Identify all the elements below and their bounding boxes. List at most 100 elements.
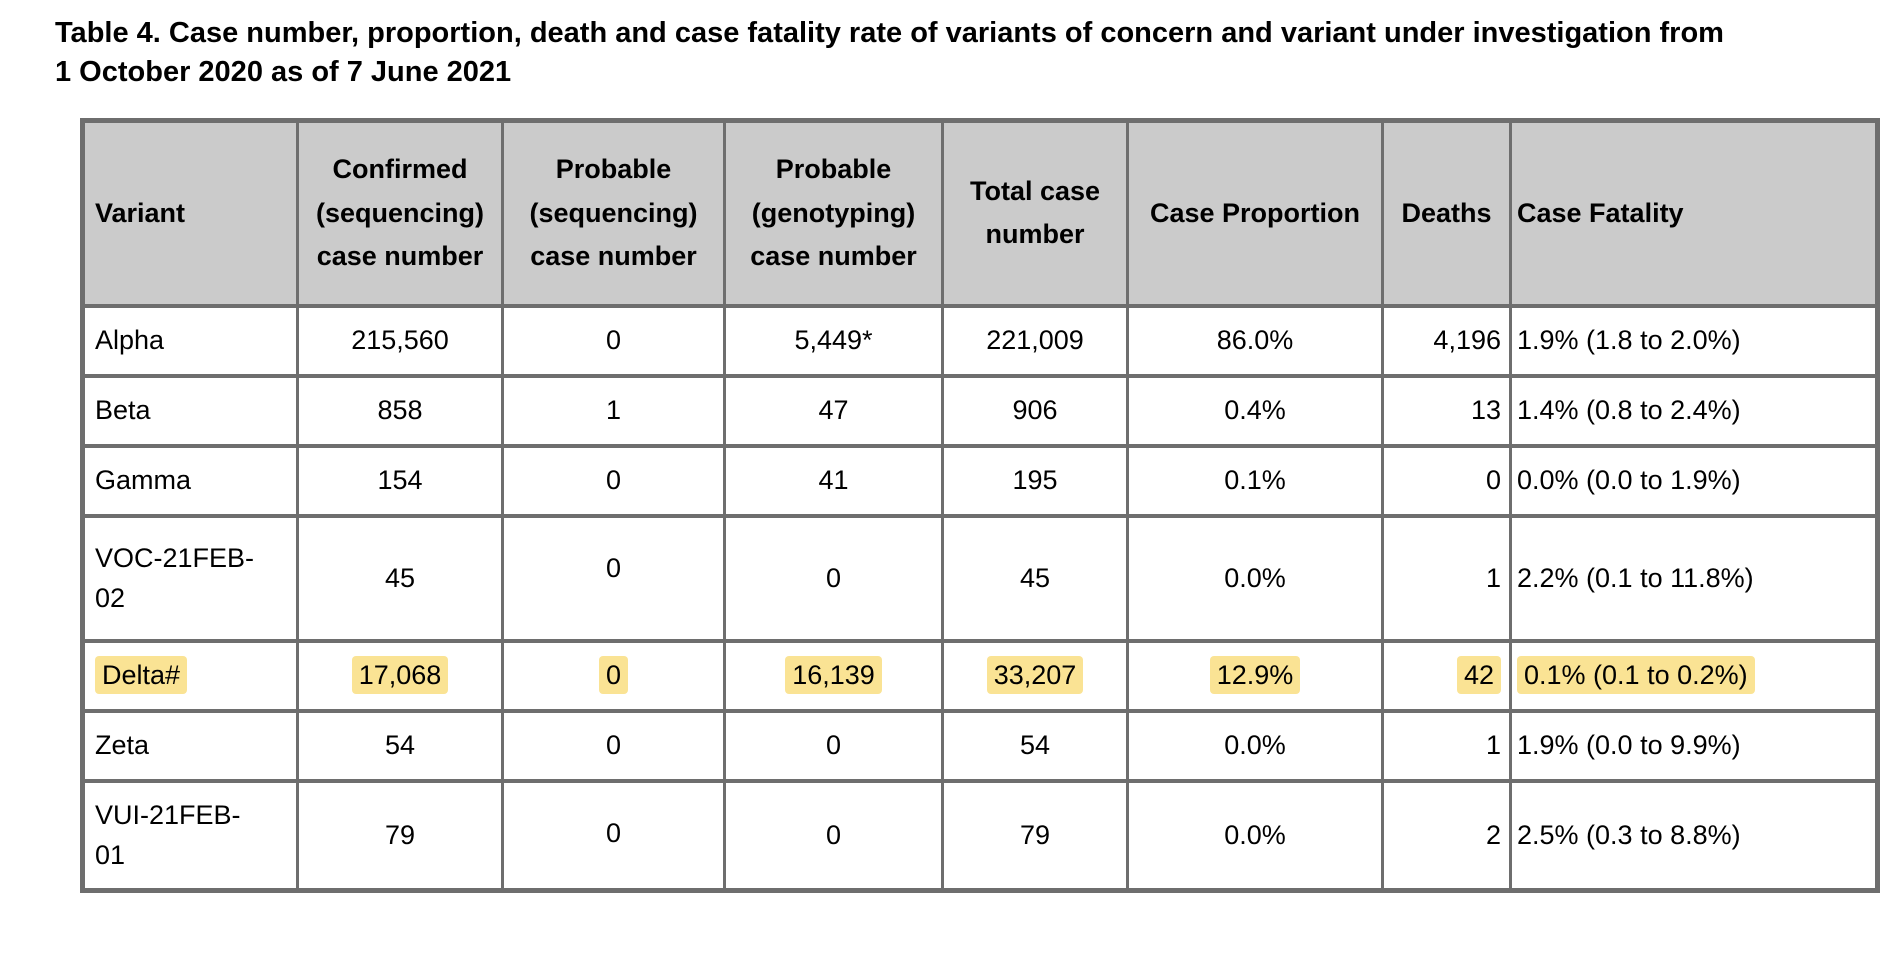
cell-value: 4,196 bbox=[1433, 325, 1501, 356]
cell-value: Gamma bbox=[95, 465, 192, 496]
cell-value: 0 bbox=[825, 730, 842, 761]
cell-fatality: 0.1% (0.1 to 0.2%) bbox=[1509, 638, 1879, 713]
cell-probable-geno: 5,449* bbox=[723, 303, 944, 378]
cell-total: 54 bbox=[941, 708, 1129, 783]
cell-confirmed: 154 bbox=[296, 443, 504, 518]
header-probable-sequencing: Probable (sequencing) case number bbox=[501, 118, 726, 308]
cell-probable-geno: 41 bbox=[723, 443, 944, 518]
cell-value: 16,139 bbox=[785, 656, 882, 695]
cell-value: 13 bbox=[1470, 395, 1501, 426]
cell-proportion: 0.1% bbox=[1126, 443, 1384, 518]
variants-table: Variant Confirmed (sequencing) case numb… bbox=[80, 118, 1880, 893]
cell-value: 906 bbox=[1012, 395, 1058, 426]
cell-value: 1.9% (1.8 to 2.0%) bbox=[1517, 325, 1741, 356]
cell-value: 17,068 bbox=[351, 656, 449, 695]
cell-probable-seq: 0 bbox=[501, 778, 726, 893]
cell-value: 5,449* bbox=[794, 325, 873, 356]
cell-proportion: 0.0% bbox=[1126, 513, 1384, 643]
cell-value: 2 bbox=[1485, 820, 1501, 850]
cell-deaths: 1 bbox=[1381, 513, 1512, 643]
table-caption-line1: Table 4. Case number, proportion, death … bbox=[55, 17, 1724, 49]
cell-value: 0.0% bbox=[1224, 730, 1286, 761]
cell-value: 54 bbox=[384, 730, 416, 761]
cell-value: 858 bbox=[377, 395, 423, 426]
cell-fatality: 2.2% (0.1 to 11.8%) bbox=[1509, 513, 1879, 643]
cell-value: 1.9% (0.0 to 9.9%) bbox=[1517, 730, 1741, 761]
cell-value: 0 bbox=[605, 465, 622, 496]
cell-value: 86.0% bbox=[1216, 325, 1294, 356]
cell-value: 33,207 bbox=[986, 656, 1084, 695]
cell-value: 0 bbox=[605, 552, 622, 583]
cell-fatality: 2.5% (0.3 to 8.8%) bbox=[1509, 778, 1879, 893]
cell-value: 221,009 bbox=[986, 325, 1084, 356]
cell-value: 41 bbox=[818, 465, 849, 496]
cell-value: 1 bbox=[1485, 730, 1501, 761]
cell-value: 79 bbox=[1019, 820, 1051, 850]
cell-confirmed: 79 bbox=[296, 778, 504, 893]
cell-value: 47 bbox=[818, 395, 849, 426]
cell-fatality: 1.9% (1.8 to 2.0%) bbox=[1509, 303, 1879, 378]
cell-value: 12.9% bbox=[1209, 656, 1301, 695]
cell-value: 0.0% bbox=[1224, 562, 1286, 593]
header-case-proportion: Case Proportion bbox=[1126, 118, 1384, 308]
cell-value: 54 bbox=[1019, 730, 1051, 761]
cell-total: 906 bbox=[941, 373, 1129, 448]
header-variant: Variant bbox=[81, 118, 299, 308]
cell-proportion: 0.0% bbox=[1126, 778, 1384, 893]
header-probable-genotyping: Probable (genotyping) case number bbox=[723, 118, 944, 308]
cell-fatality: 0.0% (0.0 to 1.9%) bbox=[1509, 443, 1879, 518]
cell-value: Delta# bbox=[95, 656, 188, 695]
cell-value: 2.5% (0.3 to 8.8%) bbox=[1517, 820, 1741, 850]
cell-value: 79 bbox=[384, 820, 416, 850]
cell-confirmed: 45 bbox=[296, 513, 504, 643]
cell-confirmed: 54 bbox=[296, 708, 504, 783]
cell-variant: Gamma bbox=[81, 443, 299, 518]
table-row-beta: Beta 858 1 47 906 0.4% 13 1.4% (0.8 to 2… bbox=[81, 373, 1879, 448]
cell-deaths: 2 bbox=[1381, 778, 1512, 893]
table-caption-line2: 1 October 2020 as of 7 June 2021 bbox=[55, 56, 512, 88]
cell-value: 0.0% (0.0 to 1.9%) bbox=[1517, 465, 1741, 496]
cell-deaths: 1 bbox=[1381, 708, 1512, 783]
cell-value: Beta bbox=[95, 395, 151, 426]
cell-value: 195 bbox=[1012, 465, 1058, 496]
cell-value: Alpha bbox=[95, 325, 165, 356]
cell-value: 1 bbox=[605, 395, 622, 426]
cell-deaths: 0 bbox=[1381, 443, 1512, 518]
cell-value: 0.1% bbox=[1224, 465, 1286, 496]
cell-value: 45 bbox=[384, 562, 416, 593]
cell-value: 0.4% bbox=[1224, 395, 1286, 426]
cell-probable-seq: 0 bbox=[501, 513, 726, 643]
cell-total: 195 bbox=[941, 443, 1129, 518]
table-row-zeta: Zeta 54 0 0 54 0.0% 1 1.9% (0.0 to 9.9%) bbox=[81, 708, 1879, 783]
cell-probable-seq: 1 bbox=[501, 373, 726, 448]
table-row-gamma: Gamma 154 0 41 195 0.1% 0 0.0% (0.0 to 1… bbox=[81, 443, 1879, 518]
cell-total: 33,207 bbox=[941, 638, 1129, 713]
cell-fatality: 1.9% (0.0 to 9.9%) bbox=[1509, 708, 1879, 783]
cell-value: 215,560 bbox=[351, 325, 449, 356]
table-row-delta: Delta# 17,068 0 16,139 33,207 12.9% 42 0… bbox=[81, 638, 1879, 713]
header-row: Variant Confirmed (sequencing) case numb… bbox=[81, 118, 1879, 308]
cell-probable-geno: 0 bbox=[723, 513, 944, 643]
cell-variant: Delta# bbox=[81, 638, 299, 713]
cell-variant: VOC-21FEB-02 bbox=[81, 513, 299, 643]
cell-probable-geno: 0 bbox=[723, 708, 944, 783]
cell-value: 0 bbox=[605, 325, 622, 356]
cell-value: 42 bbox=[1456, 656, 1501, 695]
cell-deaths: 4,196 bbox=[1381, 303, 1512, 378]
cell-variant: Beta bbox=[81, 373, 299, 448]
cell-probable-geno: 0 bbox=[723, 778, 944, 893]
cell-value: 154 bbox=[377, 465, 423, 496]
cell-confirmed: 17,068 bbox=[296, 638, 504, 713]
header-confirmed-sequencing: Confirmed (sequencing) case number bbox=[296, 118, 504, 308]
cell-variant: Zeta bbox=[81, 708, 299, 783]
cell-deaths: 13 bbox=[1381, 373, 1512, 448]
cell-probable-geno: 16,139 bbox=[723, 638, 944, 713]
cell-value: 1.4% (0.8 to 2.4%) bbox=[1517, 395, 1741, 426]
cell-total: 79 bbox=[941, 778, 1129, 893]
cell-confirmed: 858 bbox=[296, 373, 504, 448]
cell-probable-seq: 0 bbox=[501, 443, 726, 518]
cell-value: 0.1% (0.1 to 0.2%) bbox=[1517, 656, 1755, 695]
cell-value: 0 bbox=[598, 656, 629, 695]
cell-value: 0 bbox=[1485, 465, 1501, 496]
